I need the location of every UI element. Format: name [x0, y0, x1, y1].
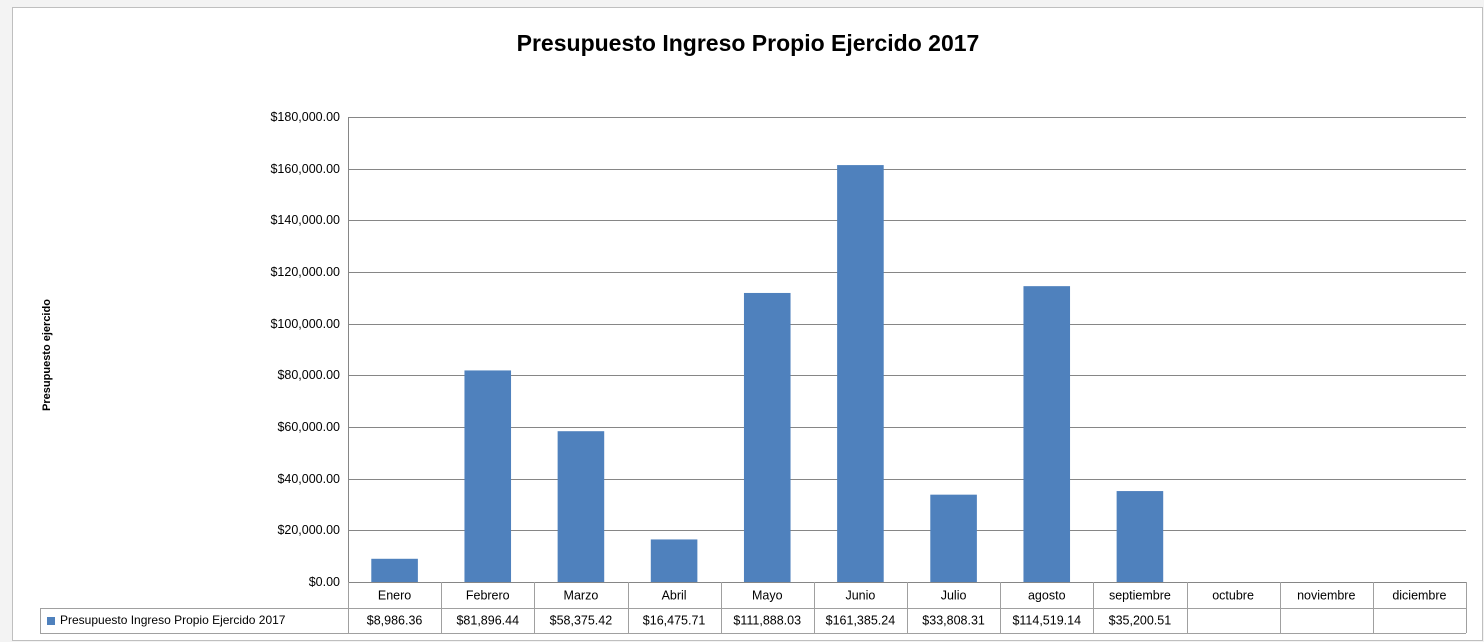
- y-tick-label: $160,000.00: [270, 162, 340, 176]
- y-tick-label: $20,000.00: [277, 523, 340, 537]
- bar: [464, 370, 512, 582]
- x-tick-label: Junio: [845, 588, 875, 602]
- y-tick-label: $80,000.00: [277, 368, 340, 382]
- bar: [1116, 491, 1164, 582]
- x-tick-label: Abril: [662, 588, 687, 602]
- data-table-value: $161,385.24: [826, 613, 896, 627]
- x-tick-label: octubre: [1212, 588, 1254, 602]
- y-tick-label: $60,000.00: [277, 420, 340, 434]
- data-table-value: $33,808.31: [922, 613, 985, 627]
- bar: [371, 558, 418, 582]
- x-tick-label: Mayo: [752, 588, 783, 602]
- bar: [557, 431, 605, 582]
- x-tick-label: Febrero: [466, 588, 510, 602]
- y-tick-label: $180,000.00: [270, 110, 340, 124]
- data-table-value: $16,475.71: [643, 613, 706, 627]
- bar: [1023, 286, 1071, 582]
- data-table-value: $35,200.51: [1109, 613, 1172, 627]
- x-tick-label: Marzo: [564, 588, 599, 602]
- y-tick-label: $40,000.00: [277, 472, 340, 486]
- x-tick-label: Enero: [378, 588, 411, 602]
- x-tick-label: Julio: [941, 588, 967, 602]
- y-axis-label: Presupuesto ejercido: [41, 299, 53, 411]
- data-table-value: $8,986.36: [367, 613, 423, 627]
- bar: [837, 165, 884, 582]
- y-tick-label: $140,000.00: [270, 213, 340, 227]
- legend-key: [47, 617, 55, 625]
- chart-title: Presupuesto Ingreso Propio Ejercido 2017: [517, 30, 980, 56]
- x-tick-label: diciembre: [1392, 588, 1446, 602]
- data-table-value: $114,519.14: [1012, 613, 1081, 627]
- data-table-value: $81,896.44: [456, 613, 519, 627]
- y-tick-label: $120,000.00: [270, 265, 340, 279]
- data-table-value: $58,375.42: [550, 613, 613, 627]
- bar: [930, 494, 977, 582]
- x-tick-label: noviembre: [1297, 588, 1355, 602]
- legend-label: Presupuesto Ingreso Propio Ejercido 2017: [60, 613, 286, 627]
- x-tick-label: septiembre: [1109, 588, 1171, 602]
- data-table-value: $111,888.03: [733, 613, 801, 627]
- x-tick-label: agosto: [1028, 588, 1066, 602]
- bar: [650, 539, 698, 582]
- y-tick-label: $100,000.00: [270, 317, 340, 331]
- bar: [743, 292, 791, 582]
- y-tick-label: $0.00: [309, 575, 340, 589]
